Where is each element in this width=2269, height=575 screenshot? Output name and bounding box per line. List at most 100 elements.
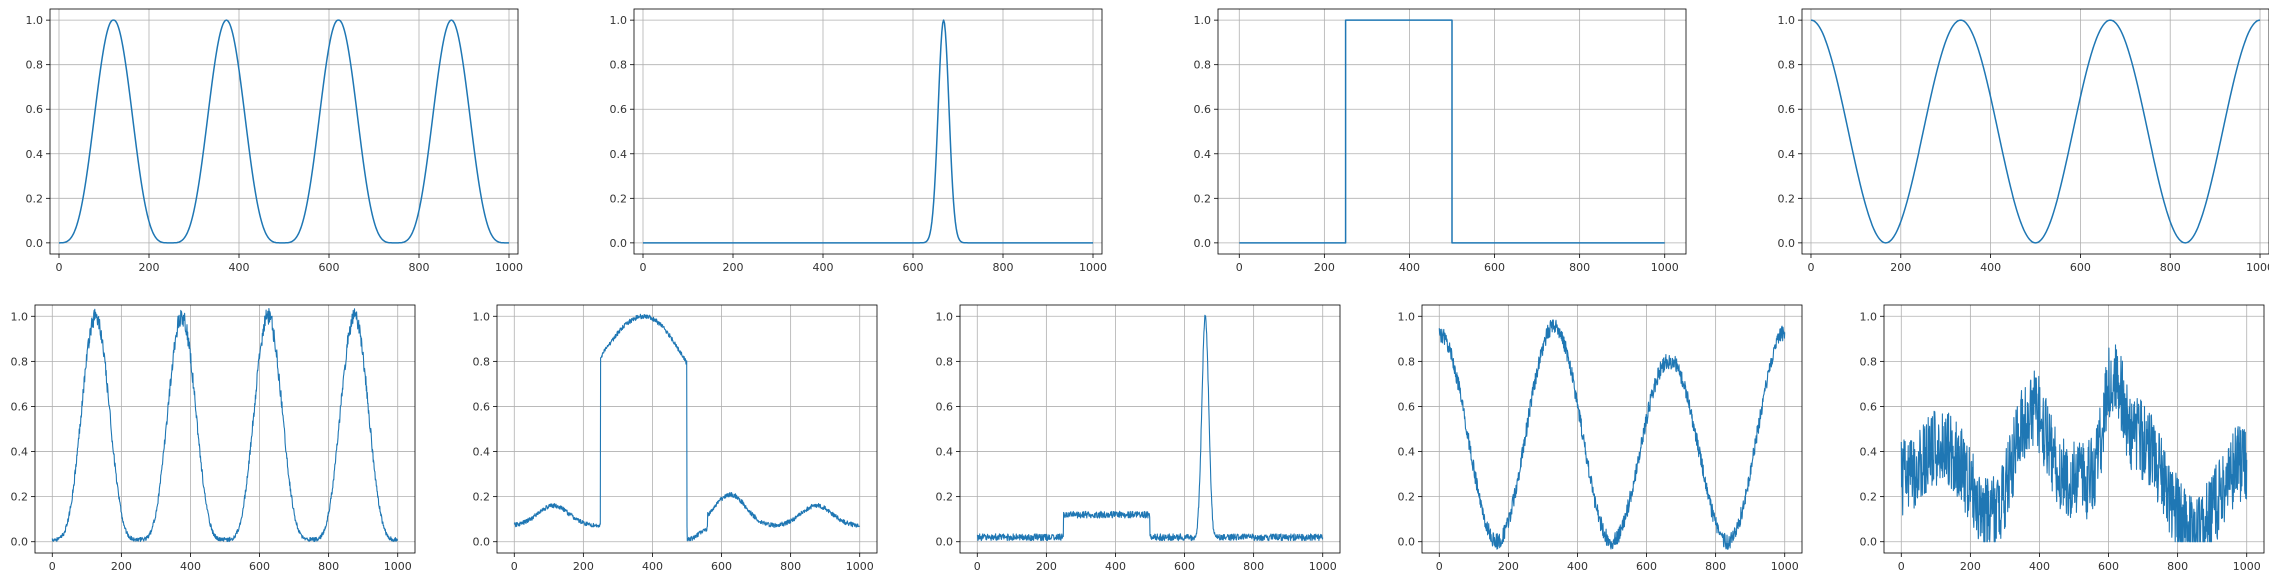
x-tick-label: 800	[2167, 560, 2188, 573]
y-tick-label: 0.4	[1194, 148, 1212, 161]
x-tick-label: 600	[1484, 261, 1505, 274]
x-tick-label: 200	[111, 560, 132, 573]
y-tick-label: 0.4	[473, 446, 491, 459]
x-tick-label: 600	[319, 261, 340, 274]
x-tick-label: 600	[1174, 560, 1195, 573]
y-tick-label: 1.0	[1778, 14, 1796, 27]
chart-panel-row1-1: 0 200 400 600 800 1000 0.0 0.2 0.4 0.6 0.8 1.0	[26, 8, 523, 274]
y-tick-label: 0.2	[473, 491, 491, 504]
y-tick-label: 0.2	[1398, 491, 1416, 504]
x-tick-label: 0	[974, 560, 981, 573]
chart-panel-row1-3: 0 200 400 600 800 1000 0.0 0.2 0.4 0.6 0.8 1.0	[1194, 8, 1687, 274]
y-tick-label: 0.8	[473, 355, 491, 368]
series-line	[51, 308, 399, 542]
y-tick-label: 0.8	[1778, 59, 1796, 72]
y-tick-label: 0.2	[26, 192, 44, 205]
chart-panel-row1-2: 0 200 400 600 800 1000 0.0 0.2 0.4 0.6 0.8 1.0	[610, 8, 1107, 274]
y-tick-label: 1.0	[26, 14, 44, 27]
y-tick-label: 0.4	[936, 446, 954, 459]
x-tick-label: 1000	[2233, 560, 2261, 573]
x-tick-label: 400	[1105, 560, 1126, 573]
y-tick-label: 0.4	[1860, 446, 1878, 459]
x-tick-label: 400	[1399, 261, 1420, 274]
y-tick-label: 0.6	[11, 400, 29, 413]
series-line	[1810, 19, 2261, 244]
x-tick-label: 0	[1236, 261, 1243, 274]
x-tick-label: 400	[1980, 261, 2001, 274]
x-tick-label: 1000	[1771, 560, 1799, 573]
x-tick-label: 800	[1243, 560, 1264, 573]
x-tick-label: 400	[229, 261, 250, 274]
x-tick-label: 600	[1636, 560, 1657, 573]
y-tick-label: 1.0	[473, 310, 491, 323]
x-tick-label: 0	[49, 560, 56, 573]
y-tick-label: 0.0	[473, 536, 491, 549]
x-tick-label: 200	[1960, 560, 1981, 573]
chart-panel-row2-2: 0 200 400 600 800 1000 0.0 0.2 0.4 0.6 0.8 1.0	[473, 304, 878, 573]
series-line	[513, 313, 861, 542]
x-tick-label: 0	[56, 261, 63, 274]
y-tick-label: 1.0	[936, 310, 954, 323]
x-tick-label: 1000	[2246, 261, 2269, 274]
y-tick-label: 0.0	[610, 237, 628, 250]
y-tick-label: 0.8	[936, 355, 954, 368]
x-tick-label: 0	[640, 261, 647, 274]
series-line	[976, 314, 1324, 542]
x-tick-label: 200	[139, 261, 160, 274]
y-tick-label: 0.0	[1398, 536, 1416, 549]
x-tick-label: 400	[1567, 560, 1588, 573]
axes-frame	[34, 304, 416, 554]
y-tick-label: 0.6	[473, 400, 491, 413]
y-tick-label: 0.6	[610, 103, 628, 116]
axes-frame	[1801, 8, 2269, 255]
y-tick-label: 1.0	[1860, 310, 1878, 323]
y-tick-label: 0.6	[26, 103, 44, 116]
x-tick-label: 400	[180, 560, 201, 573]
y-tick-label: 0.2	[610, 192, 628, 205]
y-tick-label: 0.0	[1860, 536, 1878, 549]
y-tick-label: 0.0	[1194, 237, 1212, 250]
x-tick-label: 1000	[846, 560, 874, 573]
chart-panel-row2-4: 0 200 400 600 800 1000 0.0 0.2 0.4 0.6 0.8 1.0	[1398, 304, 1803, 573]
x-tick-label: 800	[1569, 261, 1590, 274]
chart-panel-row1-4: 0 200 400 600 800 1000 0.0 0.2 0.4 0.6 0.8 1.0	[1778, 8, 2269, 274]
y-tick-label: 0.4	[1778, 148, 1796, 161]
chart-panel-row2-3: 0 200 400 600 800 1000 0.0 0.2 0.4 0.6 0.8 1.0	[936, 304, 1341, 573]
x-tick-label: 1000	[1651, 261, 1679, 274]
x-tick-label: 600	[903, 261, 924, 274]
y-tick-label: 0.8	[1194, 59, 1212, 72]
x-tick-label: 0	[511, 560, 518, 573]
y-tick-label: 0.6	[1194, 103, 1212, 116]
y-tick-label: 0.6	[936, 400, 954, 413]
x-tick-label: 1000	[384, 560, 412, 573]
series-line	[643, 19, 1093, 244]
x-tick-label: 1000	[1079, 261, 1107, 274]
y-tick-label: 0.4	[11, 446, 29, 459]
y-tick-label: 0.2	[1778, 192, 1796, 205]
chart-panel-row2-5: 0 200 400 600 800 1000 0.0 0.2 0.4 0.6 0.8 1.0	[1860, 304, 2265, 573]
axes-frame	[49, 8, 519, 255]
y-tick-label: 0.8	[11, 355, 29, 368]
x-tick-label: 200	[1498, 560, 1519, 573]
y-tick-label: 0.0	[1778, 237, 1796, 250]
y-tick-label: 0.8	[610, 59, 628, 72]
y-tick-label: 0.8	[1398, 355, 1416, 368]
series-line	[1438, 319, 1786, 550]
x-tick-label: 400	[2029, 560, 2050, 573]
x-tick-label: 1000	[1309, 560, 1337, 573]
y-tick-label: 0.0	[11, 536, 29, 549]
series-line	[1239, 19, 1665, 244]
y-tick-label: 0.0	[26, 237, 44, 250]
y-tick-label: 0.8	[26, 59, 44, 72]
x-tick-label: 800	[409, 261, 430, 274]
x-tick-label: 600	[2098, 560, 2119, 573]
y-tick-label: 0.6	[1778, 103, 1796, 116]
y-tick-label: 0.4	[610, 148, 628, 161]
chart-panel-row2-1: 0 200 400 600 800 1000 0.0 0.2 0.4 0.6 0.8 1.0	[11, 304, 416, 573]
y-tick-label: 1.0	[11, 310, 29, 323]
x-tick-label: 0	[1807, 261, 1814, 274]
axes-frame	[496, 304, 878, 554]
series-line	[59, 19, 509, 244]
x-tick-label: 800	[780, 560, 801, 573]
